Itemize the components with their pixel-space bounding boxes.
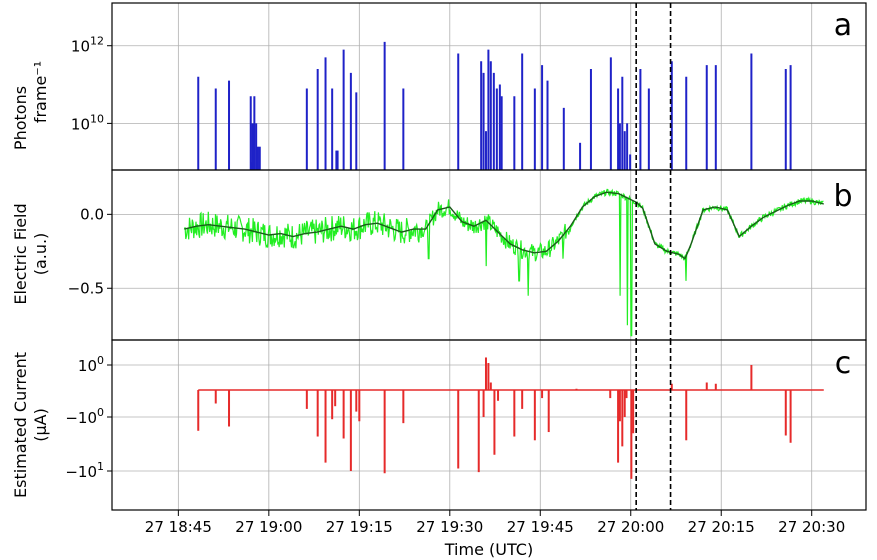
panel-b: 0.0 −0.5 b Electric Field (a.u.): [11, 169, 867, 341]
y-tick-label: −100: [65, 406, 104, 427]
panel-b-label: b: [833, 179, 852, 214]
y-tick-label: 100: [78, 354, 104, 375]
x-tick-label: 27 20:30: [778, 518, 845, 536]
panel-a-label: a: [834, 8, 852, 43]
electric-field-smoothed-line: [184, 191, 824, 260]
x-tick-label: 27 20:00: [597, 518, 664, 536]
x-tick-label: 27 20:15: [688, 518, 755, 536]
x-tick-label: 27 19:00: [235, 518, 302, 536]
panel-b-frame: [111, 169, 867, 341]
panel-a-ylabel-line2: frame⁻¹: [31, 61, 50, 123]
panel-b-ylabel-line2: (a.u.): [31, 233, 50, 276]
y-tick-label: −101: [65, 460, 104, 481]
panel-c-ylabel-line1: Estimated Current: [11, 352, 30, 498]
panel-c-frame: [111, 339, 867, 511]
x-axis-label: Time (UTC): [444, 540, 533, 559]
panel-c-label: c: [835, 346, 852, 381]
x-tick-label: 27 18:45: [145, 518, 212, 536]
x-tick-label: 27 19:15: [326, 518, 393, 536]
x-axis-ticks: 27 18:45 27 19:00 27 19:15 27 19:30 27 19:45…: [145, 510, 845, 536]
y-tick-label: 1010: [71, 112, 104, 133]
panel-a-ylabel-line1: Photons: [11, 86, 30, 150]
panel-c-ylabel-line2: (μA): [31, 408, 50, 442]
panel-c: 100 −100 −101 c Estimated Current (μA): [11, 339, 867, 511]
x-tick-label: 27 19:45: [507, 518, 574, 536]
y-tick-label: −0.5: [68, 279, 104, 297]
y-tick-label: 0.0: [80, 205, 104, 223]
y-tick-label: 1012: [71, 35, 104, 56]
panel-b-ylabel-line1: Electric Field: [11, 203, 30, 304]
x-tick-label: 27 19:30: [416, 518, 483, 536]
panel-a: 1012 1010 a Photons frame⁻¹: [11, 2, 867, 171]
